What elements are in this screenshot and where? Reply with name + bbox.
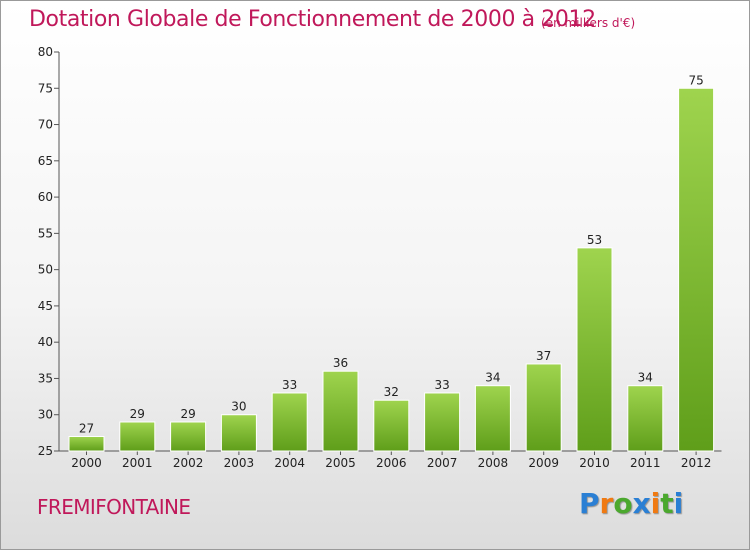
x-tick-label: 2001 bbox=[122, 456, 153, 470]
x-tick-label: 2009 bbox=[528, 456, 559, 470]
y-tick-label: 35 bbox=[38, 371, 53, 385]
logo-letter: o bbox=[613, 487, 633, 520]
logo-letter: i bbox=[673, 487, 684, 520]
data-label: 29 bbox=[130, 407, 145, 421]
y-tick-label: 55 bbox=[38, 226, 53, 240]
data-label: 75 bbox=[688, 73, 703, 87]
x-tick-label: 2006 bbox=[376, 456, 407, 470]
data-label: 32 bbox=[384, 385, 399, 399]
chart-subtitle: (en milliers d'€) bbox=[541, 16, 636, 30]
bars bbox=[68, 87, 715, 452]
logo-letter: r bbox=[599, 487, 614, 520]
logo-letter: i bbox=[650, 487, 661, 520]
chart-title: Dotation Globale de Fonctionnement de 20… bbox=[29, 7, 596, 32]
bar bbox=[271, 392, 308, 452]
commune-name: FREMIFONTAINE bbox=[37, 495, 191, 519]
data-label: 34 bbox=[485, 371, 500, 385]
data-label: 27 bbox=[79, 421, 94, 435]
data-label: 30 bbox=[231, 400, 246, 414]
y-tick-label: 70 bbox=[38, 118, 53, 132]
bar bbox=[322, 370, 359, 452]
data-label: 29 bbox=[180, 407, 195, 421]
x-tick-label: 2008 bbox=[478, 456, 509, 470]
y-tick-label: 50 bbox=[38, 263, 53, 277]
bar bbox=[525, 363, 562, 452]
data-label: 37 bbox=[536, 349, 551, 363]
x-tick-label: 2005 bbox=[325, 456, 356, 470]
x-tick-label: 2011 bbox=[630, 456, 661, 470]
data-label: 36 bbox=[333, 356, 348, 370]
y-tick-label: 65 bbox=[38, 154, 53, 168]
data-label: 33 bbox=[282, 378, 297, 392]
x-tick-label: 2012 bbox=[681, 456, 712, 470]
bar bbox=[373, 399, 410, 452]
data-label: 33 bbox=[434, 378, 449, 392]
bar bbox=[220, 414, 257, 452]
proxiti-logo[interactable]: Proxiti bbox=[579, 487, 683, 520]
logo-letter: x bbox=[632, 487, 651, 520]
bar bbox=[424, 392, 461, 452]
x-tick-label: 2000 bbox=[71, 456, 102, 470]
y-tick-label: 60 bbox=[38, 190, 53, 204]
x-tick-label: 2004 bbox=[274, 456, 305, 470]
x-tick-label: 2002 bbox=[173, 456, 204, 470]
y-tick-label: 40 bbox=[38, 335, 53, 349]
data-label: 53 bbox=[587, 233, 602, 247]
y-tick-label: 80 bbox=[38, 45, 53, 59]
x-tick-label: 2010 bbox=[579, 456, 610, 470]
y-tick-label: 25 bbox=[38, 444, 53, 458]
bar bbox=[119, 421, 156, 452]
y-tick-label: 30 bbox=[38, 408, 53, 422]
logo-letter: t bbox=[660, 487, 674, 520]
bar bbox=[678, 87, 715, 452]
bar bbox=[170, 421, 207, 452]
bar bbox=[576, 247, 613, 452]
bar bbox=[68, 435, 105, 452]
axes: 25 30 35 40 45 50 55 60 65 70 75 80 bbox=[38, 45, 722, 458]
labels: 2000 27 2001 29 2002 29 2003 30 2004 33 2005 36 2006… bbox=[71, 73, 711, 470]
logo-letter: P bbox=[579, 487, 600, 520]
x-tick-label: 2003 bbox=[224, 456, 255, 470]
bar bbox=[627, 385, 664, 452]
y-tick-label: 75 bbox=[38, 81, 53, 95]
x-tick-label: 2007 bbox=[427, 456, 458, 470]
y-tick-label: 45 bbox=[38, 299, 53, 313]
data-label: 34 bbox=[638, 371, 653, 385]
bar bbox=[474, 385, 511, 452]
